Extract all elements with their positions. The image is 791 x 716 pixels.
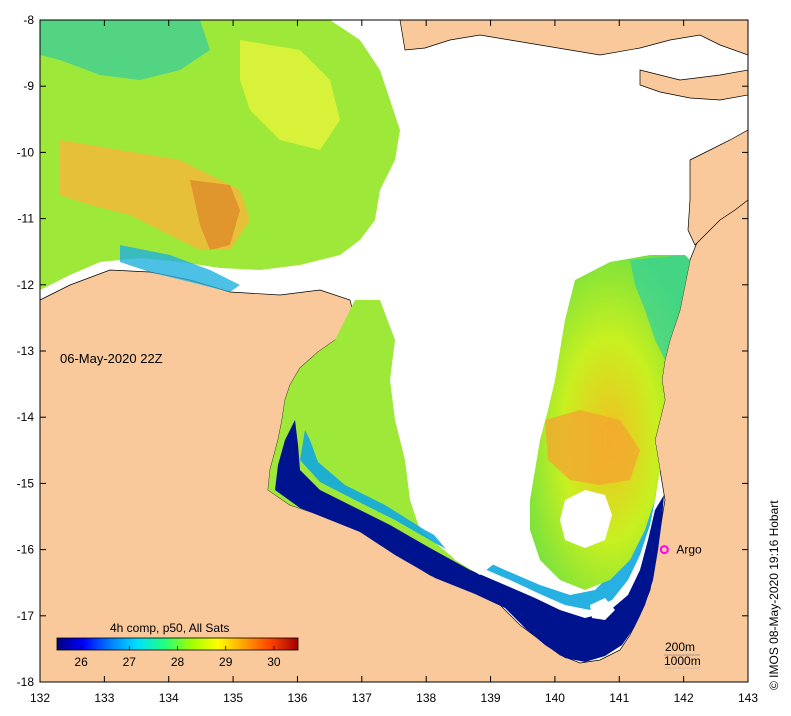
x-tick-label: 134 <box>159 691 179 705</box>
sst-arafura-cool <box>40 20 210 80</box>
contour-200m-label: 200m <box>665 640 695 654</box>
date-label: 06-May-2020 22Z <box>60 351 163 366</box>
sst-arafura-hot <box>190 180 240 250</box>
sst-gulf-east-cool <box>630 255 690 360</box>
colorbar-tick-label: 30 <box>267 655 281 669</box>
y-tick-label: -13 <box>17 344 35 358</box>
x-tick-label: 133 <box>94 691 114 705</box>
x-tick-label: 143 <box>738 691 758 705</box>
y-tick-label: -8 <box>23 13 34 27</box>
sst-arafura-yellow <box>240 40 340 150</box>
land-new-guinea <box>399 19 749 56</box>
x-tick-label: 139 <box>481 691 501 705</box>
y-tick-label: -17 <box>17 609 35 623</box>
sst-gulf-west <box>268 300 500 590</box>
sst-coast-cool-band <box>120 245 240 292</box>
credit-text: © IMOS 08-May-2020 19:16 Hobart <box>767 500 781 690</box>
x-tick-label: 142 <box>674 691 694 705</box>
y-tick-label: -9 <box>23 79 34 93</box>
colorbar-tick-label: 29 <box>219 655 233 669</box>
map-frame: Argo 06-May-2020 22Z 200m 1000m 4h comp,… <box>39 19 749 683</box>
x-tick-label: 137 <box>352 691 372 705</box>
axis-ticks: 132 133 134 135 136 137 138 139 140 141 142 143 -8 -9… <box>17 13 759 705</box>
y-tick-label: -18 <box>17 675 35 689</box>
x-tick-label: 138 <box>416 691 436 705</box>
cloud-gulf-south <box>590 598 615 620</box>
y-tick-label: -10 <box>17 145 35 159</box>
y-tick-label: -11 <box>18 212 35 226</box>
x-tick-label: 141 <box>609 691 629 705</box>
land-new-guinea-south <box>639 69 749 101</box>
y-tick-label: -15 <box>17 476 35 490</box>
sst-gulf-south-cold <box>275 420 664 662</box>
y-tick-label: -14 <box>17 410 35 424</box>
x-tick-label: 132 <box>30 691 50 705</box>
colorbar: 4h comp, p50, All Sats 26 27 28 29 30 <box>56 621 299 669</box>
argo-label: Argo <box>676 543 702 557</box>
colorbar-tick-label: 28 <box>171 655 185 669</box>
x-tick-label: 135 <box>223 691 243 705</box>
y-tick-label: -16 <box>17 543 35 557</box>
sst-gulf-warm <box>545 410 640 485</box>
colorbar-title: 4h comp, p50, All Sats <box>110 621 229 635</box>
x-tick-label: 140 <box>545 691 565 705</box>
cloud-gulf-east <box>560 490 612 548</box>
cloud-gulf-center <box>395 300 560 575</box>
x-tick-label: 136 <box>287 691 307 705</box>
land-cape-york-north <box>687 129 749 246</box>
colorbar-tick-label: 26 <box>74 655 88 669</box>
contour-1000m-label: 1000m <box>664 654 701 668</box>
colorbar-tick-label: 27 <box>123 655 137 669</box>
argo-marker: Argo <box>659 543 702 557</box>
y-tick-label: -12 <box>17 278 35 292</box>
